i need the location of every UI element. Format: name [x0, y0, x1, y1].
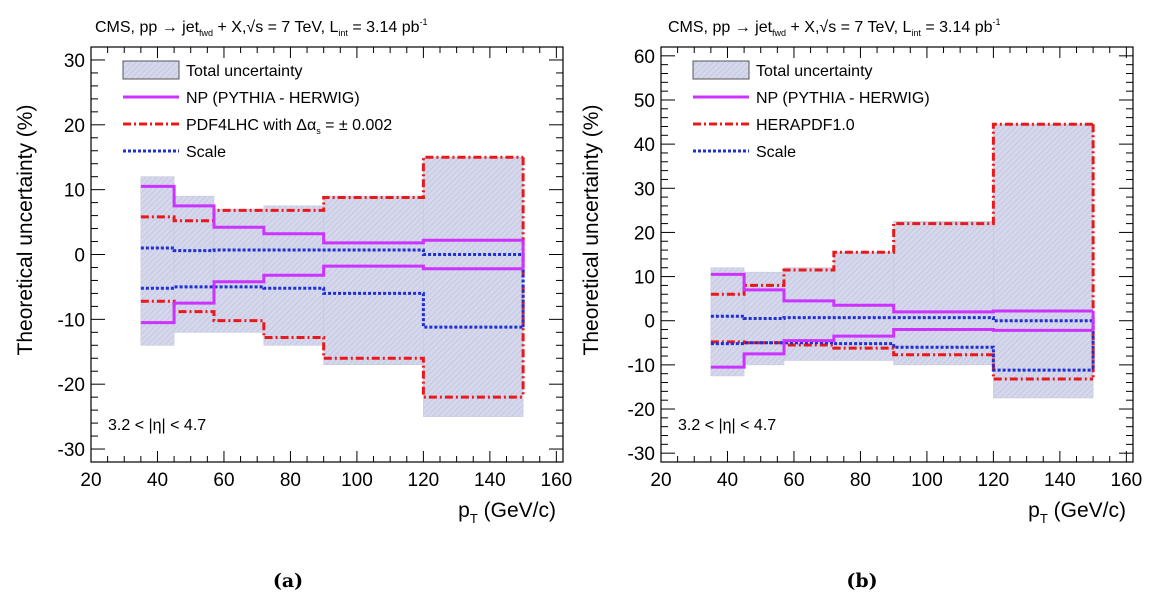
panel-b-plot-area: 20 40 60 80 100 120 140 160 -30 -20 -10 0 10 20 30 40 50…	[628, 46, 1143, 491]
panel-a-legend: Total uncertainty NP (PYTHIA - HERWIG) P…	[122, 60, 392, 161]
total-uncertainty-bar	[173, 195, 215, 333]
legend-pdf-label: PDF4LHC with Δαs = ± 0.002	[186, 117, 392, 136]
x-tick-label: 60	[213, 470, 234, 491]
y-tick-label: 0	[644, 312, 655, 333]
panel-b-xlabel: pT (GeV/c)	[1028, 499, 1126, 526]
x-tick-label: 160	[1111, 470, 1143, 491]
x-tick-label: 80	[280, 470, 301, 491]
pdf-lower-line	[140, 299, 524, 399]
y-tick-label: 30	[64, 51, 85, 72]
y-tick-label: 60	[634, 47, 655, 68]
legend-scale-label: Scale	[186, 144, 226, 161]
x-tick-label: 40	[717, 470, 738, 491]
y-tick-label: 40	[634, 135, 655, 156]
total-uncertainty-bar	[140, 176, 175, 346]
x-tick-label: 120	[408, 470, 440, 491]
x-tick-label: 60	[783, 470, 804, 491]
total-uncertainty-bar	[323, 195, 424, 366]
total-uncertainty-bar	[783, 267, 835, 361]
legend-total-label: Total uncertainty	[186, 63, 303, 80]
y-tick-label: -10	[58, 310, 85, 331]
panel-a-eta-annotation: 3.2 < |η| < 4.7	[108, 417, 206, 434]
x-tick-label: 100	[341, 470, 373, 491]
legend-pdf-label: HERAPDF1.0	[756, 117, 855, 134]
legend-np-label: NP (PYTHIA - HERWIG)	[756, 90, 930, 107]
x-tick-label: 140	[474, 470, 506, 491]
legend-np-label: NP (PYTHIA - HERWIG)	[186, 90, 360, 107]
np-lower-line	[140, 264, 524, 325]
x-tick-label: 160	[541, 470, 573, 491]
y-tick-label: -10	[628, 356, 655, 377]
panel-b-legend: Total uncertainty NP (PYTHIA - HERWIG) H…	[692, 60, 930, 161]
y-tick-label: -20	[628, 400, 655, 421]
panel-b-caption: (b)	[846, 570, 877, 592]
y-tick-label: -20	[58, 375, 85, 396]
y-tick-label: 50	[634, 91, 655, 112]
np-lower-line	[710, 328, 1094, 369]
y-tick-label: 10	[634, 268, 655, 289]
plot-frame	[660, 46, 1134, 463]
panel-a-ylabel: Theoretical uncertainty (%)	[14, 105, 37, 356]
total-uncertainty-bar	[710, 267, 745, 377]
panel-a-plot-area: 20 40 60 80 100 120 140 160 -30 -20 -10 0 10 20 30	[58, 46, 573, 491]
x-tick-label: 140	[1044, 470, 1076, 491]
panel-a-xlabel: pT (GeV/c)	[458, 499, 556, 526]
panel-b-ylabel: Theoretical uncertainty (%)	[580, 105, 603, 356]
scale-lower-line	[710, 341, 1094, 372]
y-tick-label: -30	[58, 440, 85, 461]
y-tick-label: 10	[64, 181, 85, 202]
x-tick-label: 40	[147, 470, 168, 491]
y-tick-label: 20	[634, 223, 655, 244]
legend-scale-label: Scale	[756, 144, 796, 161]
x-tick-label: 100	[911, 470, 943, 491]
total-uncertainty-bar	[893, 221, 994, 366]
y-tick-label: -30	[628, 444, 655, 465]
y-tick-label: 0	[74, 246, 85, 267]
legend-total-swatch	[692, 60, 750, 80]
legend-total-swatch	[122, 60, 180, 80]
panel-b: CMS, pp → jetfwd + X,√s = 7 TeV, Lint = …	[580, 17, 1142, 592]
total-uncertainty-bar	[993, 123, 1094, 399]
x-tick-label: 20	[650, 470, 671, 491]
pdf-lower-line	[710, 340, 1094, 381]
scale-upper-line	[140, 246, 524, 256]
x-tick-label: 80	[850, 470, 871, 491]
legend-total-label: Total uncertainty	[756, 63, 873, 80]
panel-a-caption: (a)	[273, 570, 303, 592]
y-tick-label: 30	[634, 179, 655, 200]
x-tick-label: 120	[978, 470, 1010, 491]
y-tick-label: 20	[64, 116, 85, 137]
panel-a: CMS, pp → jetfwd + X,√s = 7 TeV, Lint = …	[14, 17, 572, 592]
np-upper-line	[140, 184, 524, 245]
pdf-upper-line	[140, 155, 524, 223]
panel-b-eta-annotation: 3.2 < |η| < 4.7	[678, 417, 776, 434]
x-tick-label: 20	[80, 470, 101, 491]
scale-lower-line	[140, 285, 524, 329]
panel-a-title: CMS, pp → jetfwd + X,√s = 7 TeV, Lint = …	[95, 17, 428, 38]
scale-upper-line	[710, 314, 1094, 323]
pdf-upper-line	[710, 122, 1094, 296]
panel-b-title: CMS, pp → jetfwd + X,√s = 7 TeV, Lint = …	[668, 17, 1001, 38]
total-uncertainty-bar	[423, 156, 524, 417]
np-upper-line	[710, 272, 1094, 314]
